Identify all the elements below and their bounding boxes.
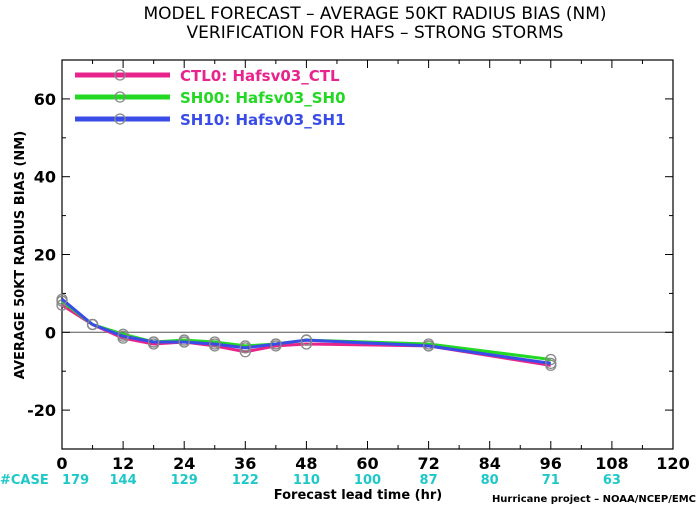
legend-label: SH10: Hafsv03_SH1 bbox=[180, 111, 346, 129]
case-count: 122 bbox=[232, 473, 259, 488]
x-tick-label: 48 bbox=[295, 454, 317, 473]
y-tick-label: 0 bbox=[45, 323, 56, 342]
series-layer bbox=[56, 293, 557, 372]
data-point bbox=[178, 336, 190, 348]
x-tick-label: 108 bbox=[595, 454, 628, 473]
case-count: 144 bbox=[110, 473, 137, 488]
data-point bbox=[239, 342, 251, 354]
x-tick-label: 96 bbox=[540, 454, 562, 473]
axis-ticks: 0 12 24 36 48 60 72 84 96 108 120 -20 0 20 40 60 bbox=[27, 59, 690, 473]
x-tick-label: 120 bbox=[656, 454, 689, 473]
data-point bbox=[209, 338, 221, 350]
legend-label: CTL0: Hafsv03_CTL bbox=[180, 67, 340, 85]
y-tick-label: 60 bbox=[34, 90, 56, 109]
series-line bbox=[61, 298, 552, 365]
y-tick-label: -20 bbox=[27, 401, 56, 420]
x-tick-label: 12 bbox=[112, 454, 134, 473]
series-2 bbox=[56, 293, 557, 370]
x-tick-label: 36 bbox=[234, 454, 256, 473]
legend-marker bbox=[114, 113, 126, 125]
y-tick-label: 40 bbox=[34, 168, 56, 187]
case-count: 63 bbox=[603, 473, 621, 488]
x-axis-label: Forecast lead time (hr) bbox=[274, 488, 442, 503]
case-count: 71 bbox=[542, 473, 560, 488]
data-point bbox=[422, 340, 435, 352]
data-point bbox=[300, 334, 313, 346]
x-tick-label: 84 bbox=[479, 454, 501, 473]
x-tick-label: 24 bbox=[173, 454, 195, 473]
legend: CTL0: Hafsv03_CTL SH00: Hafsv03_SH0 SH10: … bbox=[75, 67, 346, 129]
case-count: 179 bbox=[62, 473, 89, 488]
x-tick-label: 0 bbox=[56, 454, 67, 473]
legend-label: SH00: Hafsv03_SH0 bbox=[180, 89, 346, 107]
chart-subtitle: VERIFICATION FOR HAFS – STRONG STORMS bbox=[187, 23, 564, 43]
legend-marker bbox=[114, 69, 126, 81]
case-prefix: #CASE bbox=[0, 473, 49, 488]
case-count: 87 bbox=[420, 473, 438, 488]
series-line bbox=[61, 300, 551, 361]
data-point bbox=[56, 293, 68, 305]
data-point bbox=[86, 318, 99, 331]
data-point bbox=[270, 338, 282, 350]
data-point bbox=[117, 330, 129, 342]
data-point bbox=[147, 336, 160, 348]
case-count: 110 bbox=[293, 473, 320, 488]
y-axis-label: AVERAGE 50KT RADIUS BIAS (NM) bbox=[13, 131, 28, 379]
case-count: 129 bbox=[171, 473, 198, 488]
x-tick-label: 60 bbox=[356, 454, 378, 473]
case-row: #CASE 179 144 129 122 110 100 87 80 71 63 bbox=[0, 473, 621, 488]
data-point bbox=[545, 353, 557, 366]
y-tick-label: 20 bbox=[34, 246, 56, 265]
case-count: 100 bbox=[354, 473, 381, 488]
chart-title: MODEL FORECAST – AVERAGE 50KT RADIUS BIA… bbox=[143, 4, 606, 24]
data-point bbox=[545, 357, 557, 370]
case-count: 80 bbox=[481, 473, 499, 488]
x-tick-label: 72 bbox=[417, 454, 439, 473]
credit-text: Hurricane project – NOAA/NCEP/EMC bbox=[492, 494, 696, 505]
legend-marker bbox=[114, 91, 126, 103]
